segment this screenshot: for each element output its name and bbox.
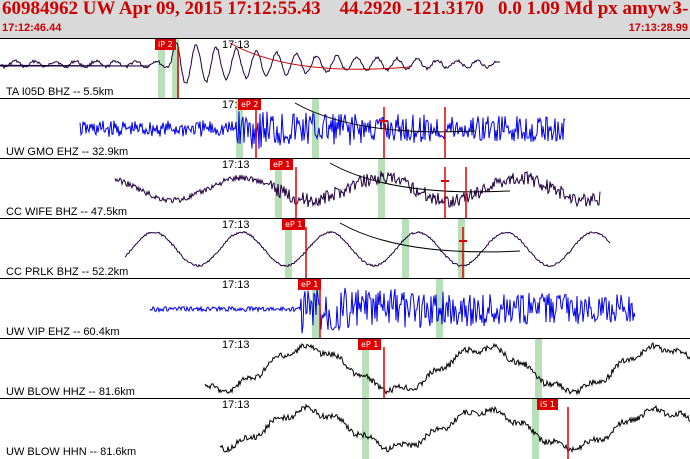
phase-window (158, 39, 165, 99)
trace-panel[interactable]: 17:13 eP 1 UW VIP EHZ -- 60.4km (0, 278, 690, 339)
phase-pick-tag[interactable]: iP 2 (155, 39, 176, 50)
waveform-trace (204, 341, 690, 396)
trace-svg (149, 279, 636, 339)
trace-svg (0, 39, 501, 99)
waveform-trace (79, 111, 566, 149)
station-label: UW BLOW HHN -- 81.6km (6, 446, 137, 458)
waveform-trace (149, 287, 636, 334)
trace-svg (219, 399, 690, 459)
coda-curve (339, 222, 521, 253)
phase-window (402, 219, 409, 279)
page-number: 3 (672, 0, 683, 19)
station-label: TA I05D BHZ -- 5.5km (6, 86, 114, 98)
phase-pick-tag[interactable]: eP 1 (282, 219, 306, 230)
minute-label: 17:13 (222, 159, 250, 171)
station-label: CC WIFE BHZ -- 47.5km (6, 206, 128, 218)
waveform-trace (124, 230, 611, 268)
coda-curve (229, 42, 411, 70)
minute-label: 17:13 (222, 339, 250, 351)
phase-window (312, 99, 319, 159)
trace-svg (114, 159, 601, 219)
waveform-trace (0, 41, 501, 84)
trace-panel[interactable]: 17:13 eP 1 UW BLOW HHZ -- 81.6km (0, 338, 690, 399)
minute-label: 17:13 (222, 219, 250, 231)
trace-panel[interactable]: 17:13 iS 1 UW BLOW HHN -- 81.6km (0, 398, 690, 459)
end-time: 17:13:28.99 (628, 22, 688, 34)
trace-panel[interactable]: 17:13 eP 1 CC PRLK BHZ -- 52.2km (0, 218, 690, 279)
trace-svg (204, 339, 690, 399)
event-header: 60984962 UW Apr 09, 2015 17:12:55.43 44.… (0, 0, 690, 38)
event-title: 60984962 UW Apr 09, 2015 17:12:55.43 44.… (2, 0, 690, 19)
phase-pick-tag[interactable]: eP 2 (238, 99, 262, 110)
station-label: UW BLOW HHZ -- 81.6km (6, 386, 135, 398)
waveform-trace (219, 403, 690, 454)
trace-panel[interactable]: 17:13 iP 2 TA I05D BHZ -- 5.5km (0, 38, 690, 99)
phase-window (532, 399, 539, 459)
phase-pick-tag[interactable]: eP 1 (270, 159, 294, 170)
minute-label: 17:13 (222, 279, 250, 291)
station-label: CC PRLK BHZ -- 52.2km (6, 266, 129, 278)
phase-window (535, 339, 542, 399)
phase-window (378, 159, 385, 219)
minute-label: 17:13 (222, 39, 250, 51)
trace-svg (124, 219, 611, 279)
coda-curve (294, 102, 476, 133)
phase-window (362, 399, 369, 459)
phase-pick-tag[interactable]: eP 1 (298, 279, 322, 290)
start-time: 17:12:46.44 (2, 22, 62, 34)
waveform-trace (114, 170, 601, 208)
phase-window (172, 39, 179, 99)
trace-panel[interactable]: 17:13 eP 1 CC WIFE BHZ -- 47.5km (0, 158, 690, 219)
phase-window (362, 339, 369, 399)
phase-window (458, 219, 465, 279)
minute-label: 17:13 (222, 399, 250, 411)
coda-curve (329, 162, 511, 193)
phase-window (285, 219, 292, 279)
trace-svg (79, 99, 566, 159)
phase-pick-tag[interactable]: iS 1 (537, 399, 558, 410)
trace-panel[interactable]: 17:13 eP 2 UW GMO EHZ -- 32.9km (0, 98, 690, 159)
station-label: UW GMO EHZ -- 32.9km (6, 146, 129, 158)
phase-pick-tag[interactable]: eP 1 (358, 339, 382, 350)
station-label: UW VIP EHZ -- 60.4km (6, 326, 120, 338)
